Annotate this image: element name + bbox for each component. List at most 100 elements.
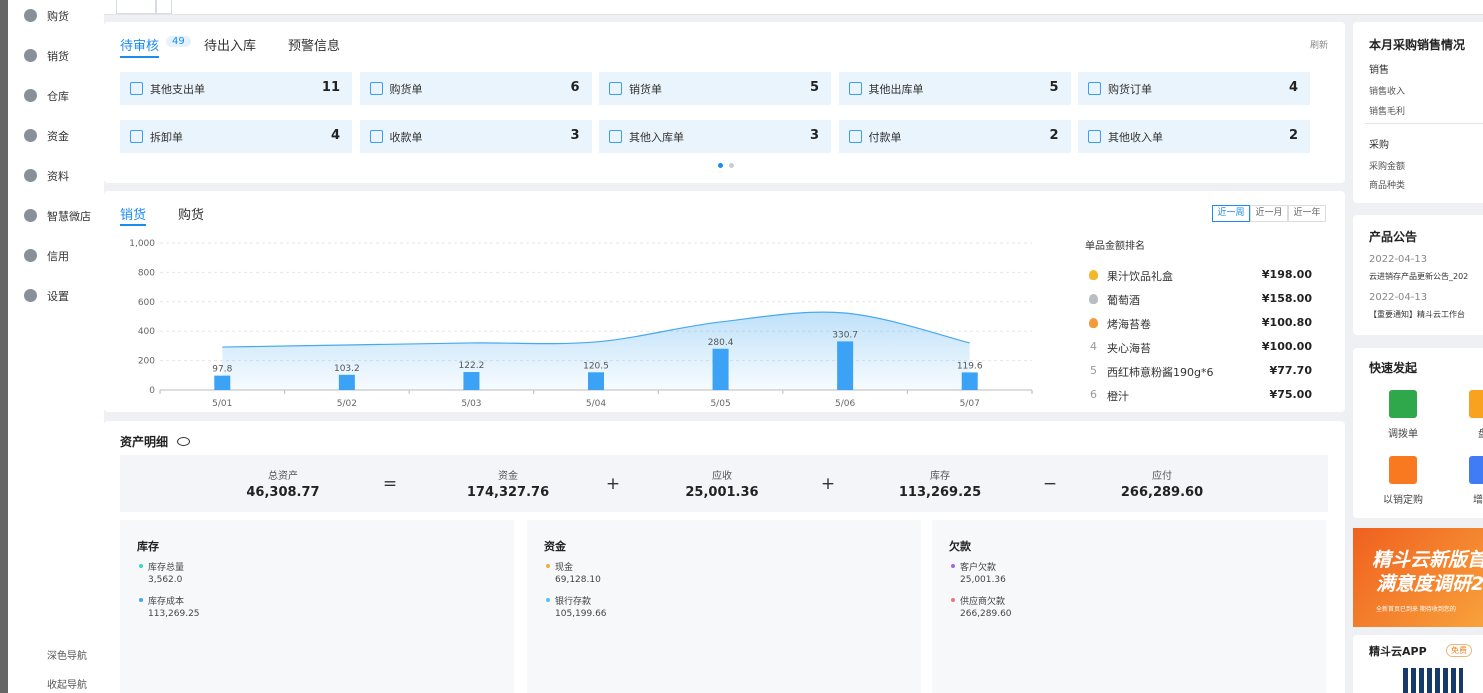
monthly-card <box>1353 22 1483 203</box>
legend-dot <box>546 564 550 568</box>
card-count: 3 <box>570 128 580 143</box>
quick-label[interactable]: 增值 <box>1473 495 1483 506</box>
card-count: 11 <box>321 80 340 95</box>
y-tick-label: 200 <box>138 357 155 367</box>
nav-item[interactable]: 资料 <box>47 170 69 183</box>
product-amount: ¥75.00 <box>1269 388 1312 401</box>
card-count: 4 <box>330 128 340 143</box>
home-tab[interactable] <box>116 0 156 14</box>
asset-panel <box>932 520 1326 693</box>
pending-card-item[interactable]: 付款单 2 <box>838 120 1071 153</box>
quick-icon[interactable] <box>1469 456 1483 484</box>
bar <box>338 374 355 390</box>
tab[interactable]: 待出入库 <box>204 39 257 54</box>
notice-text[interactable]: 云进销存产品更新公告_202 <box>1369 272 1469 281</box>
product-amount: ¥158.00 <box>1261 292 1312 305</box>
notice-text[interactable]: 【重要通知】精斗云工作台 <box>1369 310 1465 319</box>
badge[interactable]: 49 <box>166 36 191 47</box>
pending-card-item[interactable]: 购货订单 4 <box>1078 72 1310 105</box>
summary-operator: − <box>1042 474 1058 494</box>
pending-card-item[interactable]: 购货单 6 <box>359 72 592 105</box>
card-label: 收款单 <box>389 131 423 144</box>
x-tick-label: 5/01 <box>212 399 232 409</box>
range-button[interactable]: 近一周 <box>1212 205 1250 222</box>
app-badge: 免费 <box>1446 644 1472 657</box>
card-icon <box>848 82 862 95</box>
tab-active[interactable]: 销货 <box>120 204 147 226</box>
card-icon <box>130 82 143 95</box>
bar <box>588 372 604 390</box>
medal-icon <box>1089 270 1098 280</box>
tab[interactable]: 预警信息 <box>288 39 341 54</box>
nav-item[interactable]: 智慧微店 <box>47 210 91 223</box>
nav-footer[interactable]: 深色导航 <box>47 651 87 662</box>
banner[interactable] <box>1353 528 1483 627</box>
nav-icon <box>24 89 37 102</box>
summary-value: 113,269.25 <box>898 485 982 500</box>
product-name: 橙汁 <box>1107 390 1129 403</box>
notice-card <box>1353 215 1483 335</box>
bar-value-label: 330.7 <box>832 330 858 340</box>
range-button[interactable]: 近一月 <box>1250 205 1288 222</box>
tab-dropdown[interactable] <box>156 0 172 14</box>
legend-dot <box>951 598 955 602</box>
tab-active[interactable]: 待审核 <box>120 35 160 58</box>
product-name: 西红柿意粉酱190g*6 <box>1107 366 1214 379</box>
quick-icon[interactable] <box>1389 456 1417 484</box>
nav-icon <box>24 9 37 22</box>
card-title: 精斗云APP <box>1369 645 1427 658</box>
summary-operator: = <box>382 474 398 494</box>
pending-card-item[interactable]: 其他出库单 5 <box>838 72 1071 105</box>
ranking-title: 单品金额排名 <box>1085 241 1145 252</box>
card-icon <box>369 82 383 95</box>
card-label: 付款单 <box>868 131 902 144</box>
nav-footer[interactable]: 收起导航 <box>47 680 87 691</box>
area-fill <box>222 312 970 390</box>
nav-icon <box>24 209 37 222</box>
summary-band <box>120 455 1328 512</box>
legend-value: 69,128.10 <box>555 575 601 585</box>
card-icon <box>609 82 622 95</box>
tab[interactable]: 购货 <box>178 208 205 223</box>
y-tick-label: 800 <box>138 268 155 278</box>
summary-value: 266,289.60 <box>1120 485 1204 500</box>
quick-icon[interactable] <box>1469 390 1483 418</box>
nav-icon <box>24 129 37 142</box>
legend-value: 105,199.66 <box>555 609 607 619</box>
quick-label[interactable]: 盘 <box>1453 425 1483 440</box>
refresh[interactable]: 刷新 <box>1310 41 1329 51</box>
card-label: 销货单 <box>629 83 662 96</box>
nav-item[interactable]: 资金 <box>47 130 69 143</box>
x-tick-label: 5/07 <box>960 399 980 409</box>
row-label: 采购金额 <box>1369 162 1406 172</box>
pending-card-item[interactable]: 拆卸单 4 <box>120 120 352 153</box>
quick-label[interactable]: 以销定购 <box>1383 495 1423 506</box>
quick-card <box>1353 348 1483 518</box>
range-button[interactable]: 近一年 <box>1288 205 1326 222</box>
nav-item[interactable]: 信用 <box>47 250 69 263</box>
pending-card-item[interactable]: 其他收入单 2 <box>1078 120 1310 153</box>
quick-label[interactable]: 调拨单 <box>1388 429 1418 440</box>
card-label: 其他支出单 <box>150 83 205 96</box>
nav-item[interactable]: 仓库 <box>47 90 69 103</box>
asset-panel <box>120 520 514 693</box>
pending-card-item[interactable]: 收款单 3 <box>359 120 592 153</box>
row-label: 销售收入 <box>1369 87 1406 97</box>
pending-card-item[interactable]: 其他支出单 11 <box>120 72 352 105</box>
page-dot <box>718 163 723 168</box>
summary-value: 174,327.76 <box>466 485 550 500</box>
legend-dot <box>139 598 143 602</box>
panel-title: 欠款 <box>949 540 971 553</box>
nav-item[interactable]: 购货 <box>47 10 69 23</box>
bar-value-label: 120.5 <box>583 361 609 371</box>
quick-icon[interactable] <box>1389 390 1417 418</box>
qr-code <box>1403 668 1463 693</box>
pending-card-item[interactable]: 其他入库单 3 <box>599 120 831 153</box>
nav-item[interactable]: 销货 <box>47 50 69 63</box>
pending-card-item[interactable]: 销货单 5 <box>599 72 831 105</box>
rank-number: 6 <box>1090 388 1097 401</box>
legend-label: 客户欠款 <box>960 563 997 573</box>
legend-label: 库存总量 <box>148 563 185 573</box>
nav-item[interactable]: 设置 <box>47 290 69 303</box>
bar <box>837 341 854 390</box>
